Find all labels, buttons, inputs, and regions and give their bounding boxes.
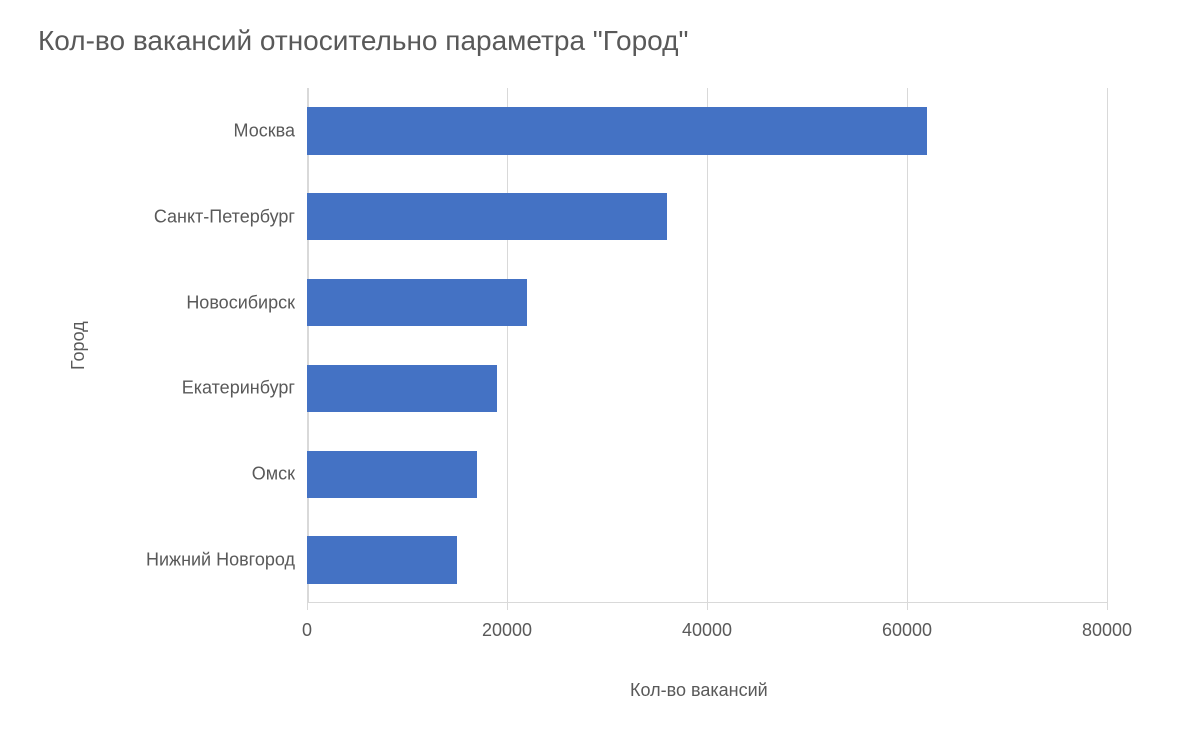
x-tick-label: 0 xyxy=(302,620,312,641)
x-tick-mark xyxy=(907,603,908,610)
gridline xyxy=(707,88,708,603)
x-tick-mark xyxy=(307,603,308,610)
x-tick-label: 20000 xyxy=(482,620,532,641)
x-tick-mark xyxy=(1107,603,1108,610)
bar xyxy=(307,536,457,583)
y-tick-label: Нижний Новгород xyxy=(146,550,295,571)
plot-area xyxy=(307,88,1107,603)
x-tick-label: 60000 xyxy=(882,620,932,641)
gridline xyxy=(1107,88,1108,603)
y-tick-label: Санкт-Петербург xyxy=(154,206,295,227)
gridline xyxy=(507,88,508,603)
x-tick-label: 40000 xyxy=(682,620,732,641)
y-tick-label: Омск xyxy=(252,464,295,485)
y-axis-title: Город xyxy=(68,321,89,370)
bar xyxy=(307,193,667,240)
x-tick-label: 80000 xyxy=(1082,620,1132,641)
y-axis-line xyxy=(307,88,309,603)
y-tick-label: Екатеринбург xyxy=(182,378,295,399)
bar xyxy=(307,279,527,326)
y-tick-label: Новосибирск xyxy=(186,292,295,313)
x-tick-mark xyxy=(707,603,708,610)
x-tick-mark xyxy=(507,603,508,610)
bar xyxy=(307,365,497,412)
y-tick-label: Москва xyxy=(234,120,295,141)
bar xyxy=(307,451,477,498)
chart-title: Кол-во вакансий относительно параметра "… xyxy=(38,25,688,57)
x-axis-title: Кол-во вакансий xyxy=(630,680,768,701)
bar xyxy=(307,107,927,154)
gridline xyxy=(907,88,908,603)
